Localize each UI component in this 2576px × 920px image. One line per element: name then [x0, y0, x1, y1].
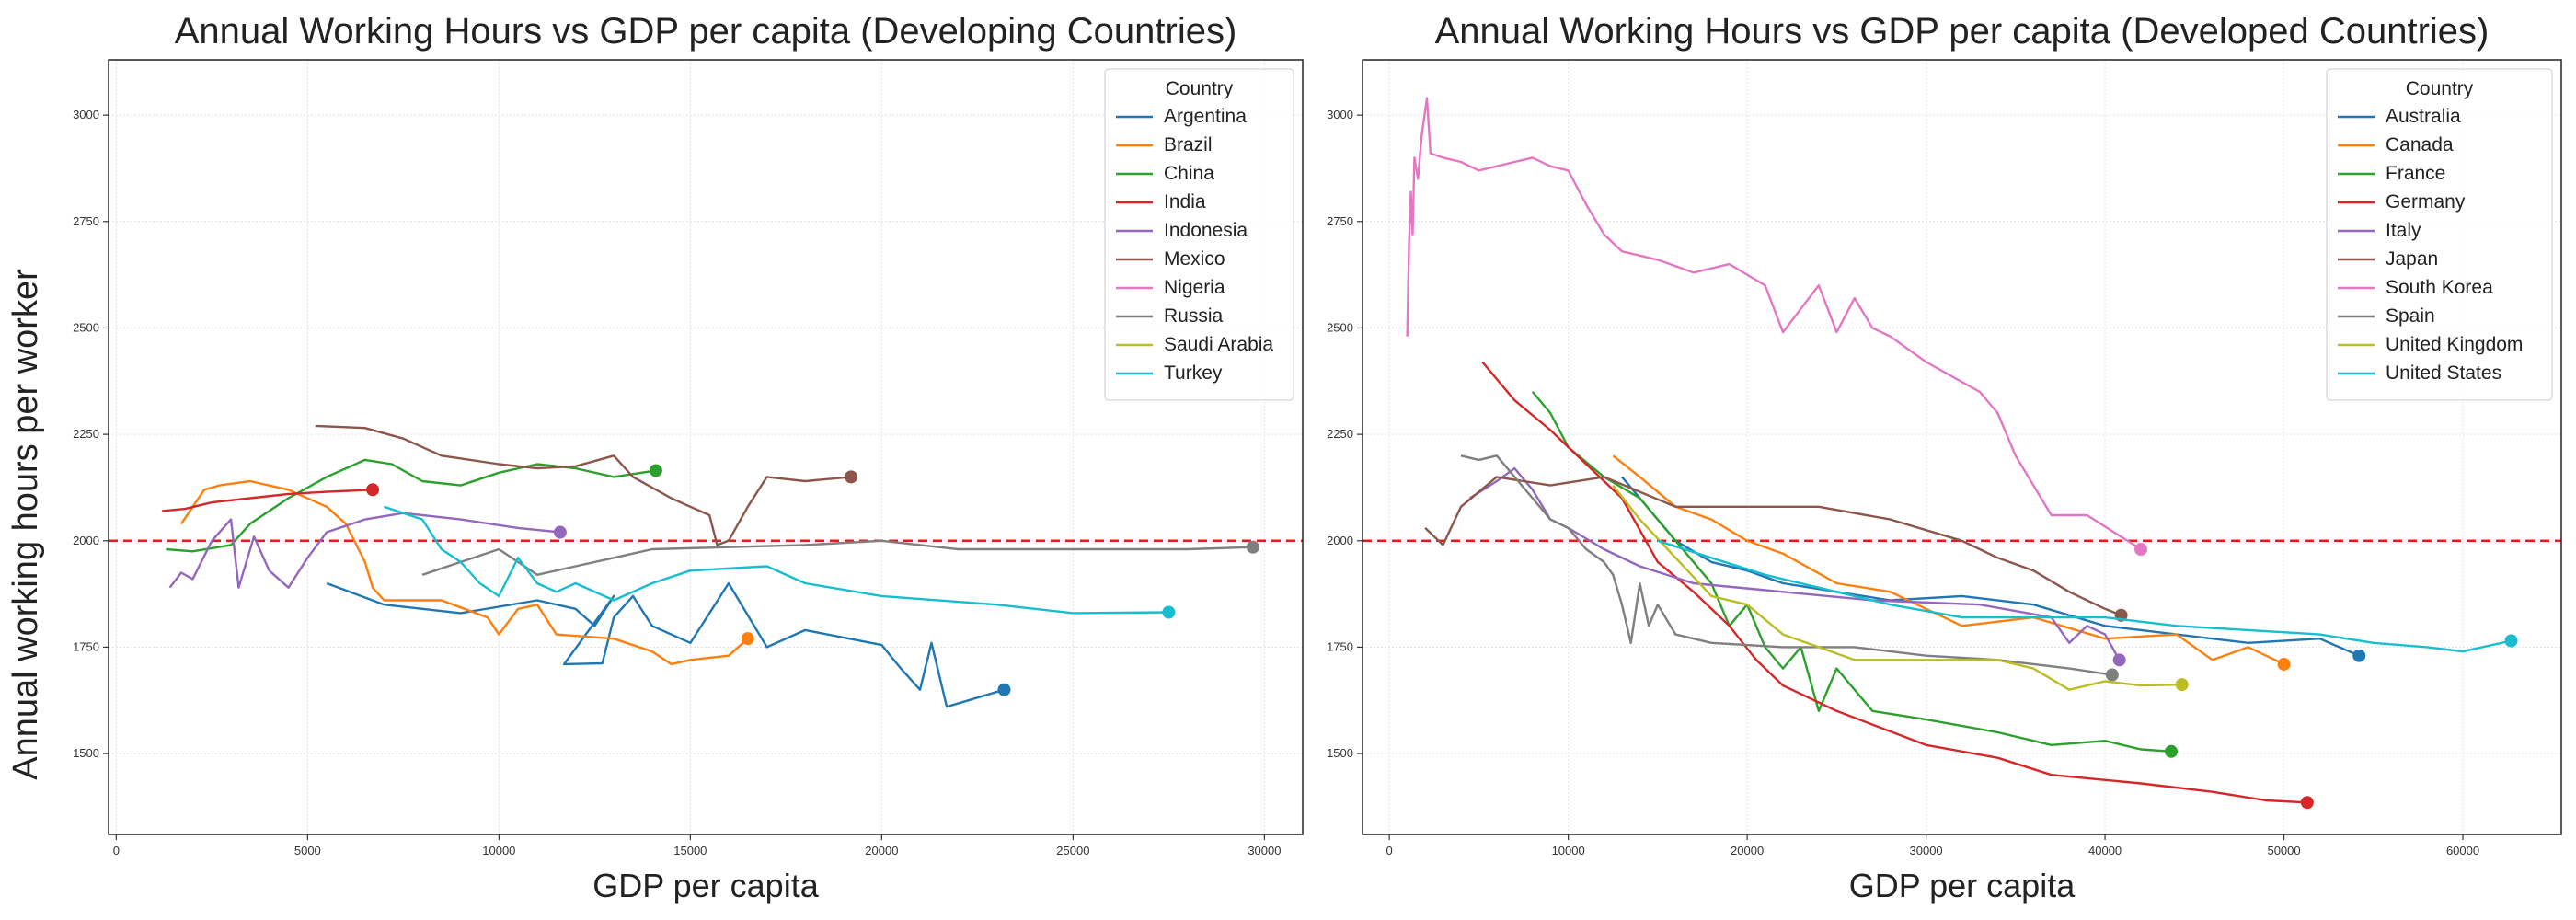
x-tick-label: 5000: [294, 844, 321, 857]
y-tick-label: 2250: [1327, 427, 1353, 441]
plot-frame: [1362, 59, 2562, 835]
legend-entry-mexico: Mexico: [1164, 248, 1225, 270]
y-tick-label: 2500: [1327, 320, 1353, 334]
x-tick-label: 15000: [673, 844, 707, 857]
chart-developed: Annual Working Hours vs GDP per capita (…: [1327, 11, 2562, 904]
y-tick-label: 1750: [73, 639, 99, 653]
series-line-brazil: [180, 479, 749, 666]
series-endpoint-mexico: [845, 470, 858, 484]
legend-title: Country: [1166, 78, 1234, 99]
y-tick-label: 2250: [73, 427, 99, 441]
plot-area: [109, 424, 1303, 708]
legend-entry-saudi-arabia: Saudi Arabia: [1164, 334, 1273, 355]
series-line-italy: [1469, 466, 2121, 661]
series-line-argentina: [326, 581, 1005, 708]
legend-entry-indonesia: Indonesia: [1164, 220, 1248, 241]
legend-entry-spain: Spain: [2386, 305, 2435, 327]
y-tick-label: 3000: [73, 108, 99, 121]
series-line-spain: [1460, 454, 2113, 676]
legend: Country Australia Canada France Germany Italy…: [2326, 68, 2553, 401]
legend-entry-germany: Germany: [2386, 191, 2466, 213]
figure-ylabel: Annual working hours per worker: [6, 269, 45, 780]
series-endpoint-russia: [1246, 540, 1259, 554]
legend-entry-canada: Canada: [2386, 134, 2454, 155]
series-endpoint-france: [2165, 744, 2179, 758]
series-line-india: [162, 489, 374, 512]
series-endpoint-united-kingdom: [2175, 678, 2189, 692]
series-line-turkey: [384, 505, 1169, 615]
series-endpoint-india: [366, 483, 380, 497]
legend-entry-argentina: Argentina: [1164, 106, 1247, 127]
x-tick-label: 0: [113, 844, 120, 857]
series-line-china: [166, 458, 657, 553]
x-tick-label: 10000: [482, 844, 515, 857]
x-tick-label: 0: [1386, 844, 1393, 857]
y-tick-label: 2750: [1327, 214, 1353, 228]
series-line-france: [1531, 391, 2172, 753]
series-line-united-kingdom: [1612, 484, 2182, 691]
y-tick-label: 1750: [1327, 639, 1353, 653]
y-tick-label: 2000: [73, 534, 99, 547]
series-endpoint-italy: [2112, 653, 2126, 667]
x-tick-label: 50000: [2267, 844, 2300, 857]
series-line-germany: [1481, 361, 2307, 804]
series-line-russia: [421, 539, 1253, 576]
series-endpoint-australia: [2352, 649, 2366, 662]
series-line-indonesia: [168, 512, 561, 589]
legend-entry-japan: Japan: [2386, 248, 2438, 270]
x-tick-label: 20000: [865, 844, 898, 857]
chart-developing: Annual Working Hours vs GDP per capita (…: [73, 11, 1304, 904]
series-line-south-korea: [1406, 97, 2142, 551]
chart-title: Annual Working Hours vs GDP per capita (…: [1435, 11, 2490, 52]
x-axis-label: GDP per capita: [1849, 867, 2076, 904]
legend-entry-india: India: [1164, 191, 1206, 213]
legend-title: Country: [2406, 78, 2474, 99]
series-endpoint-china: [649, 464, 662, 477]
chart-title: Annual Working Hours vs GDP per capita (…: [175, 11, 1237, 52]
legend-entry-russia: Russia: [1164, 305, 1224, 327]
plot-frame: [108, 59, 1304, 835]
x-tick-label: 20000: [1731, 844, 1764, 857]
legend-entry-united-states: United States: [2386, 362, 2501, 384]
y-tick-label: 3000: [1327, 108, 1353, 121]
y-tick-label: 2750: [73, 214, 99, 228]
x-tick-label: 40000: [2088, 844, 2122, 857]
x-tick-label: 10000: [1552, 844, 1585, 857]
plot-area: [1363, 97, 2561, 810]
legend-entry-italy: Italy: [2386, 220, 2421, 241]
series-endpoint-canada: [2277, 657, 2291, 671]
series-endpoint-united-states: [2504, 634, 2518, 648]
legend-entry-brazil: Brazil: [1164, 134, 1213, 155]
series-line-japan: [1424, 476, 2122, 616]
legend-entry-france: France: [2386, 163, 2445, 184]
series-endpoint-south-korea: [2133, 543, 2147, 557]
series-endpoint-indonesia: [553, 525, 567, 539]
y-tick-label: 2000: [1327, 534, 1353, 547]
y-tick-label: 1500: [73, 746, 99, 760]
x-tick-label: 30000: [1910, 844, 1943, 857]
series-endpoint-turkey: [1162, 605, 1176, 619]
y-tick-label: 2500: [73, 320, 99, 334]
x-axis-label: GDP per capita: [592, 867, 819, 904]
legend-entry-south-korea: South Korea: [2386, 277, 2493, 298]
legend: Country Argentina Brazil China India Indonesi…: [1104, 68, 1294, 401]
series-line-mexico: [315, 424, 852, 546]
legend-entry-turkey: Turkey: [1164, 362, 1223, 384]
series-endpoint-germany: [2300, 796, 2314, 810]
series-line-canada: [1612, 454, 2285, 665]
legend-box: [2326, 68, 2553, 401]
x-tick-label: 25000: [1056, 844, 1089, 857]
series-endpoint-spain: [2105, 668, 2119, 682]
x-tick-label: 30000: [1248, 844, 1281, 857]
legend-entry-united-kingdom: United Kingdom: [2386, 334, 2523, 355]
legend-entry-australia: Australia: [2386, 106, 2461, 127]
legend-entry-china: China: [1164, 163, 1214, 184]
series-endpoint-argentina: [997, 683, 1011, 696]
y-tick-label: 1500: [1327, 746, 1353, 760]
x-tick-label: 60000: [2446, 844, 2479, 857]
legend-entry-nigeria: Nigeria: [1164, 277, 1225, 298]
series-endpoint-brazil: [741, 632, 754, 646]
series-line-united-states: [1657, 539, 2512, 653]
